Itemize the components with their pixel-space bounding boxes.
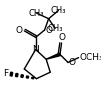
- Polygon shape: [32, 77, 34, 79]
- Polygon shape: [46, 53, 60, 59]
- Text: N: N: [32, 45, 39, 54]
- Text: O: O: [16, 26, 23, 35]
- Polygon shape: [26, 76, 29, 78]
- Text: O: O: [45, 26, 52, 35]
- Polygon shape: [10, 72, 13, 76]
- Text: O: O: [58, 33, 65, 42]
- Text: CH₃: CH₃: [51, 6, 66, 15]
- Polygon shape: [15, 73, 18, 77]
- Polygon shape: [21, 75, 23, 77]
- Text: CH₃: CH₃: [29, 9, 44, 18]
- Text: F: F: [3, 69, 8, 78]
- Text: O: O: [69, 58, 76, 67]
- Text: CH₃: CH₃: [47, 24, 63, 33]
- Text: OCH₃: OCH₃: [79, 53, 101, 62]
